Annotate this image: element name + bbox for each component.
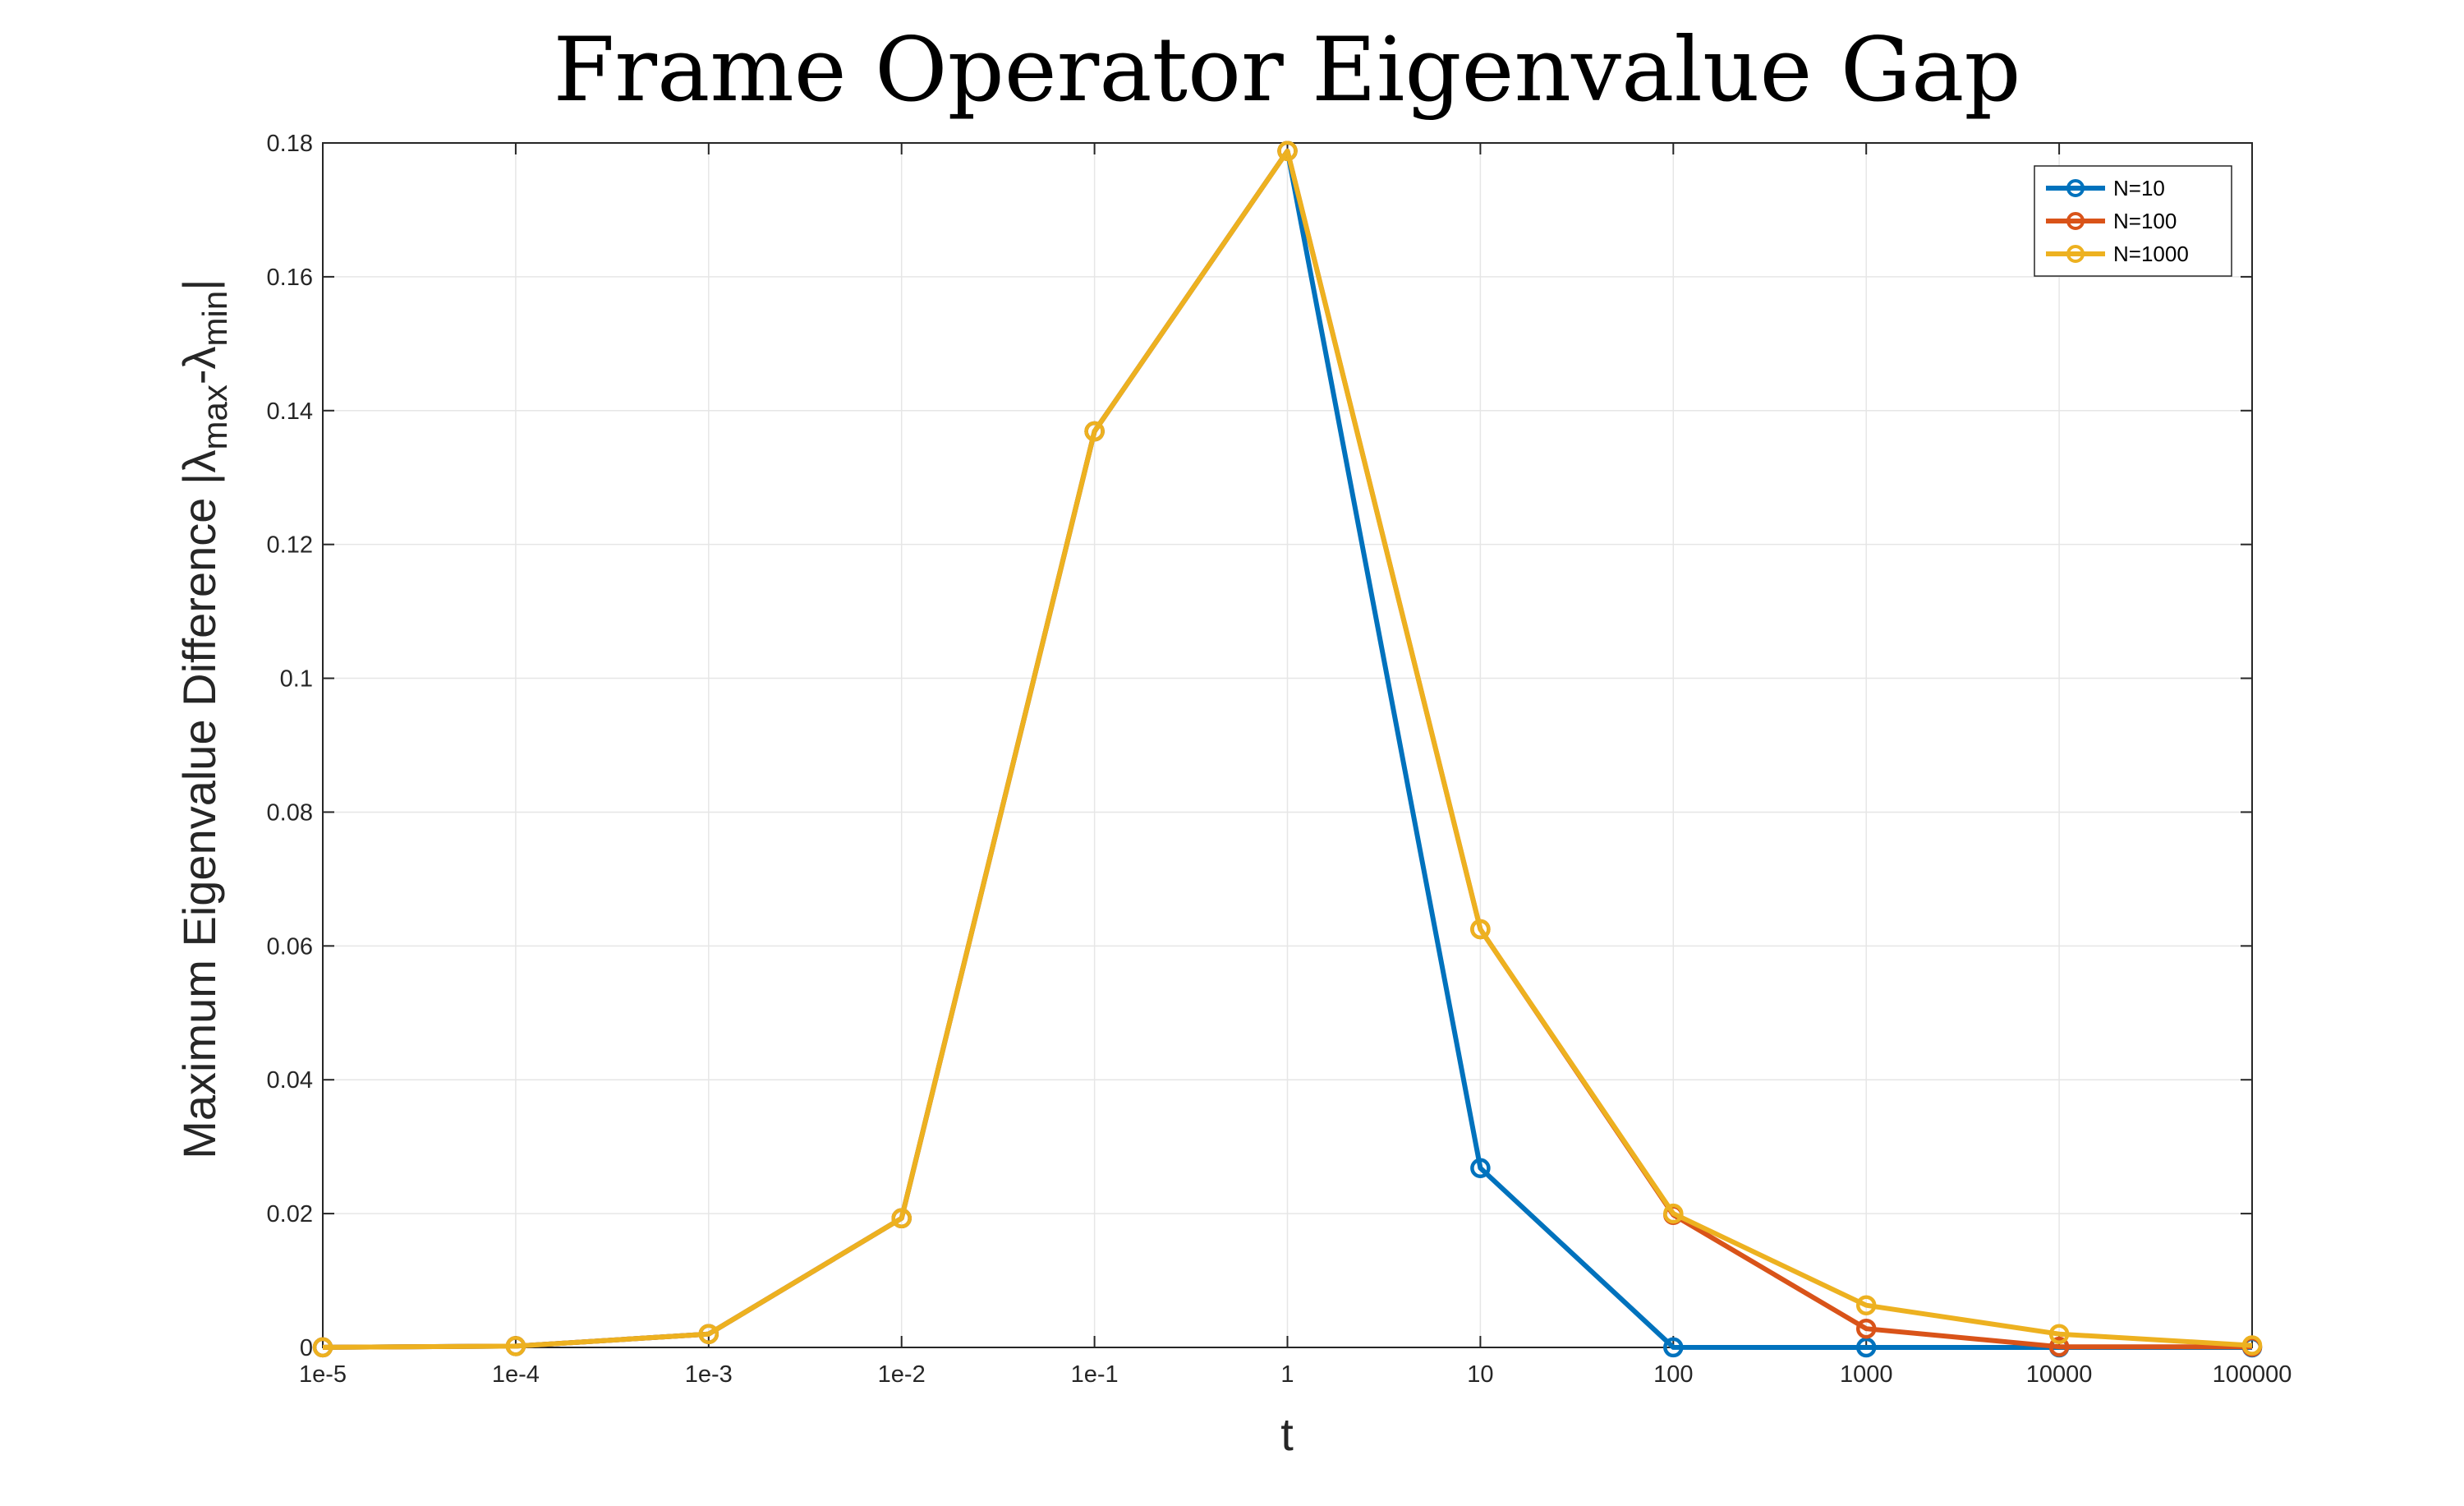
- x-tick-label: 10000: [2026, 1361, 2093, 1388]
- data-point: [1855, 1318, 1877, 1339]
- series-lines: [312, 140, 2263, 1358]
- y-tick-label: 0.08: [267, 799, 313, 826]
- grid-lines: [322, 142, 2253, 1348]
- x-tick-label: 1000: [1840, 1361, 1893, 1388]
- x-tick-label: 1e-5: [299, 1361, 347, 1388]
- data-point: [312, 1337, 333, 1358]
- x-tick-label: 10: [1467, 1361, 1493, 1388]
- y-axis-label-max-sub: max: [195, 385, 234, 449]
- x-tick-label: 1e-1: [1071, 1361, 1119, 1388]
- y-axis-label-lambda-min: λ: [173, 347, 225, 370]
- legend-item: N=100: [2046, 209, 2177, 233]
- y-tick-label: 0.18: [267, 131, 313, 157]
- legend-item: N=10: [2046, 176, 2165, 200]
- y-axis-label-main: Maximum Eigenvalue Difference |: [173, 473, 225, 1159]
- y-tick-label: 0.02: [267, 1201, 313, 1227]
- x-tick-label: 1e-4: [492, 1361, 540, 1388]
- y-tick-label: 0.06: [267, 933, 313, 960]
- data-point: [1663, 1337, 1684, 1358]
- x-tick-label: 100: [1653, 1361, 1693, 1388]
- legend-swatch-marker: [2066, 245, 2085, 263]
- y-tick-label: 0.1: [280, 666, 313, 693]
- y-axis-label-close: |: [173, 279, 225, 291]
- y-axis-label: Maximum Eigenvalue Difference |λmax-λmin…: [173, 279, 234, 1158]
- x-tick-label: 1e-2: [878, 1361, 926, 1388]
- data-point: [2048, 1336, 2070, 1357]
- data-point: [1855, 1295, 1877, 1315]
- x-tick-label: 1e-3: [685, 1361, 733, 1388]
- legend-label: N=100: [2113, 209, 2177, 233]
- data-point: [1663, 1203, 1684, 1224]
- x-axis-label: t: [1280, 1408, 1294, 1460]
- data-point: [1470, 919, 1491, 940]
- y-axis-label-lambda-max: λ: [173, 450, 225, 473]
- x-tick-label: 100000: [2213, 1361, 2292, 1388]
- data-point: [2241, 1335, 2263, 1356]
- legend-swatch-marker: [2066, 179, 2085, 197]
- y-tick-label: 0: [300, 1335, 313, 1361]
- x-tick-label: 1: [1280, 1361, 1294, 1388]
- legend-item: N=1000: [2046, 242, 2189, 266]
- chart-title: Frame Operator Eigenvalue Gap: [553, 19, 2020, 122]
- series-n-1000: [312, 140, 2263, 1358]
- y-tick-label: 0.04: [267, 1067, 313, 1094]
- data-point: [1470, 1158, 1491, 1178]
- y-tick-label: 0.12: [267, 532, 313, 559]
- data-point: [1277, 140, 1298, 162]
- tick-labels: 1e-5 1e-4 1e-3 1e-2 1e-1 1 10 100 1000 10000 10000…: [267, 131, 2292, 1388]
- data-point: [1084, 421, 1105, 442]
- y-axis-label-minus: -: [173, 370, 225, 385]
- data-point: [698, 1324, 719, 1344]
- y-axis-label-min-sub: min: [195, 291, 234, 347]
- y-tick-label: 0.14: [267, 398, 313, 425]
- data-point: [505, 1336, 526, 1356]
- y-tick-label: 0.16: [267, 265, 313, 291]
- data-point: [2048, 1324, 2070, 1344]
- legend: N=10 N=100 N=1000: [2034, 165, 2232, 277]
- legend-label: N=1000: [2113, 242, 2189, 266]
- data-point: [891, 1208, 912, 1229]
- data-point: [1855, 1337, 1877, 1358]
- legend-swatch-marker: [2066, 212, 2085, 230]
- legend-label: N=10: [2113, 176, 2165, 200]
- series-line: [322, 148, 2253, 1350]
